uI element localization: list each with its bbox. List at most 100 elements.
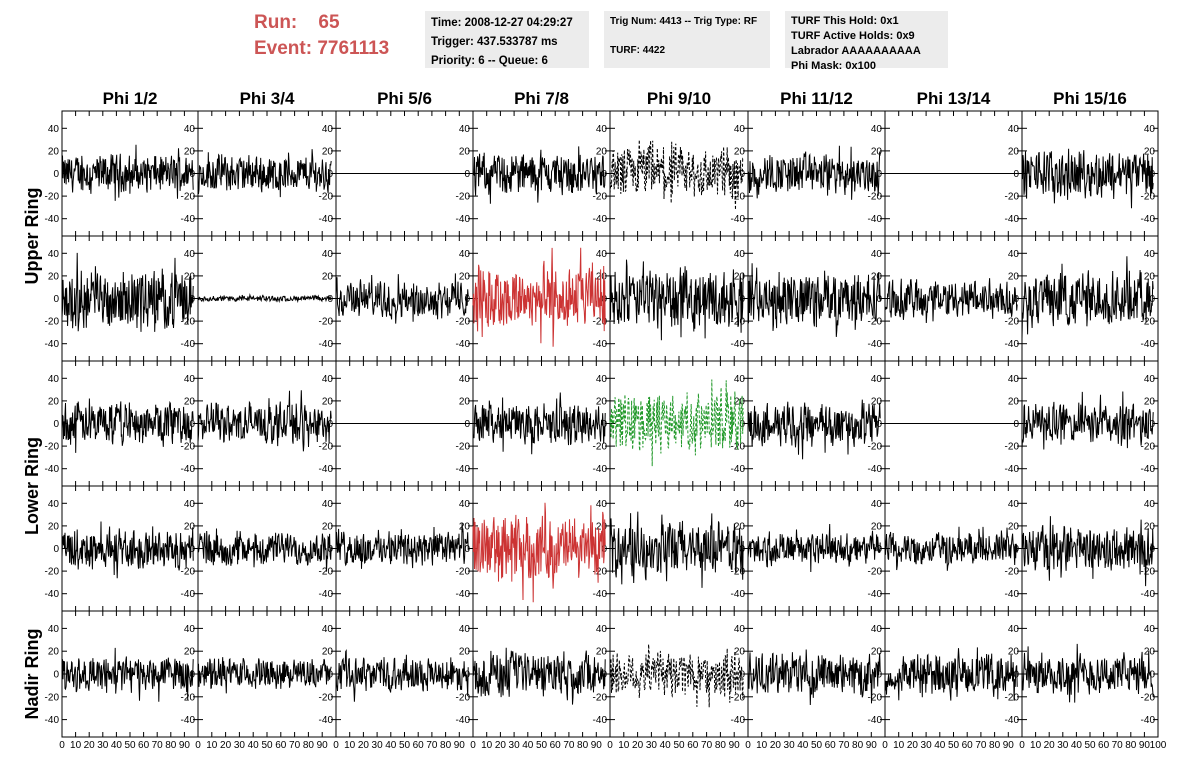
run-value: 65 — [318, 12, 340, 33]
y-tick-label: -40 — [319, 715, 334, 726]
y-tick-label: -20 — [319, 567, 334, 578]
y-tick-label: 0 — [53, 169, 59, 180]
y-tick-label: 20 — [1008, 146, 1020, 157]
y-tick-label: 20 — [48, 521, 60, 532]
x-tick-label: 20 — [1044, 740, 1056, 751]
y-tick-label: 40 — [596, 374, 608, 385]
y-tick-label: 40 — [48, 374, 60, 385]
y-tick-label: 40 — [1008, 624, 1020, 635]
y-tick-label: 20 — [322, 396, 334, 407]
waveform-normal — [472, 146, 606, 204]
y-tick-label: -20 — [456, 692, 471, 703]
row-label: Nadir Ring — [22, 628, 42, 719]
x-tick-label: 70 — [701, 740, 713, 751]
time-text: Time: 2008-12-27 04:29:27 — [431, 17, 573, 29]
time-info-box: Time: 2008-12-27 04:29:27 Trigger: 437.5… — [425, 11, 589, 68]
turf-this-hold-text: TURF This Hold: 0x1 — [791, 15, 899, 27]
x-tick-label: 60 — [275, 740, 287, 751]
x-tick-label: 70 — [975, 740, 987, 751]
run-event-header: Run: 65 Event: 7761113 — [254, 10, 389, 62]
waveform-normal — [61, 521, 194, 579]
y-tick-label: 0 — [1013, 169, 1019, 180]
y-tick-label: -20 — [1141, 317, 1156, 328]
y-tick-label: 20 — [48, 647, 60, 658]
x-tick-label: 20 — [495, 740, 507, 751]
y-tick-label: -40 — [731, 589, 746, 600]
y-tick-label: 40 — [184, 499, 196, 510]
x-tick-label: 50 — [1084, 740, 1096, 751]
y-tick-label: 20 — [48, 146, 60, 157]
x-tick-label: 30 — [1057, 740, 1069, 751]
y-tick-label: -40 — [593, 464, 608, 475]
y-tick-label: 40 — [459, 124, 471, 135]
y-tick-label: -20 — [1005, 317, 1020, 328]
x-tick-label: 70 — [563, 740, 575, 751]
x-tick-label: 70 — [426, 740, 438, 751]
x-tick-label: 90 — [866, 740, 878, 751]
y-tick-label: -40 — [456, 214, 471, 225]
y-tick-label: 20 — [184, 647, 196, 658]
x-tick-label: 0 — [195, 740, 201, 751]
x-tick-label: 90 — [1139, 740, 1151, 751]
waveform-normal — [197, 293, 332, 304]
y-tick-label: -40 — [868, 214, 883, 225]
y-tick-label: 40 — [1144, 249, 1156, 260]
x-tick-label: 20 — [770, 740, 782, 751]
y-tick-label: 20 — [734, 521, 746, 532]
y-tick-label: 40 — [48, 624, 60, 635]
x-tick-label: 50 — [811, 740, 823, 751]
y-tick-label: -40 — [868, 715, 883, 726]
run-label: Run: — [254, 12, 298, 33]
x-tick-label: 40 — [660, 740, 672, 751]
y-tick-label: 40 — [1008, 124, 1020, 135]
waveform-normal — [609, 259, 744, 341]
y-tick-label: 40 — [596, 249, 608, 260]
y-tick-label: -40 — [731, 339, 746, 350]
y-tick-label: 40 — [48, 499, 60, 510]
x-tick-label: 40 — [111, 740, 123, 751]
y-tick-label: -40 — [45, 214, 60, 225]
waveform-normal — [61, 398, 194, 453]
y-tick-label: 0 — [1149, 670, 1155, 681]
waveform-normal — [1021, 148, 1154, 209]
column-title: Phi 5/6 — [377, 89, 432, 108]
y-tick-label: -20 — [731, 692, 746, 703]
y-tick-label: -40 — [1141, 464, 1156, 475]
y-tick-label: 0 — [464, 544, 470, 555]
y-tick-label: -40 — [319, 214, 334, 225]
column-title: Phi 11/12 — [780, 89, 853, 108]
y-tick-label: -20 — [868, 442, 883, 453]
waveform-normal — [197, 528, 332, 572]
turf-info-box: TURF This Hold: 0x1 TURF Active Holds: 0… — [785, 11, 948, 72]
x-tick-label: 80 — [1125, 740, 1137, 751]
waveform-normal — [197, 390, 332, 452]
x-tick-label: 70 — [838, 740, 850, 751]
waveform-normal — [197, 149, 332, 198]
x-tick-label: 50 — [673, 740, 685, 751]
x-tick-label: 60 — [825, 740, 837, 751]
y-tick-label: 40 — [322, 249, 334, 260]
y-tick-label: -40 — [181, 464, 196, 475]
y-tick-label: -20 — [45, 567, 60, 578]
y-tick-label: -40 — [1141, 589, 1156, 600]
y-tick-label: 40 — [184, 249, 196, 260]
waveform-triggered — [472, 247, 606, 347]
y-tick-label: -20 — [593, 317, 608, 328]
y-tick-label: -20 — [731, 567, 746, 578]
y-tick-label: -40 — [319, 339, 334, 350]
waveform-normal — [61, 144, 194, 201]
priority-text: Priority: 6 -- Queue: 6 — [431, 55, 548, 67]
x-tick-label: 40 — [1071, 740, 1083, 751]
trigger-info-box: Trig Num: 4413 -- Trig Type: RF TURF: 44… — [604, 11, 770, 68]
y-tick-label: 40 — [322, 374, 334, 385]
x-tick-label: 90 — [179, 740, 191, 751]
waveform-normal — [1021, 643, 1154, 703]
y-tick-label: -40 — [593, 214, 608, 225]
panel-frame — [609, 110, 749, 237]
labrador-text: Labrador AAAAAAAAAA — [791, 45, 921, 57]
x-tick-label: 60 — [1098, 740, 1110, 751]
y-tick-label: 20 — [1008, 521, 1020, 532]
waveform-masked — [609, 379, 744, 467]
y-tick-label: -40 — [1141, 339, 1156, 350]
y-tick-label: -40 — [1141, 715, 1156, 726]
